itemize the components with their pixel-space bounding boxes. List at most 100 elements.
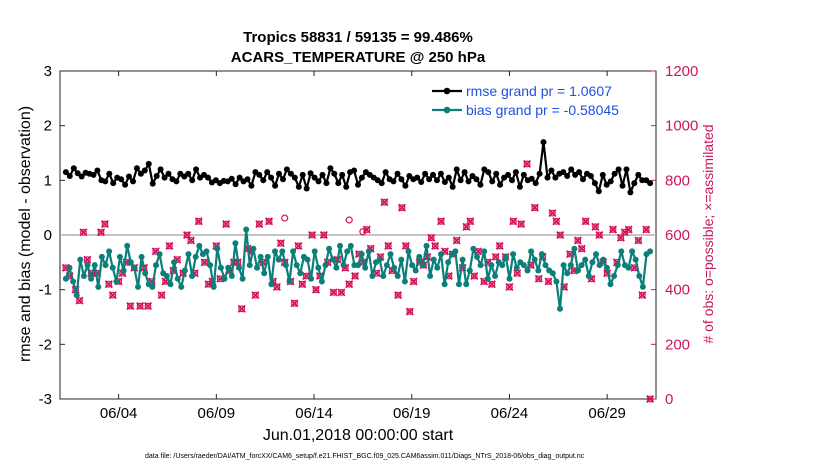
nobs-point xyxy=(397,203,407,212)
rmse-point xyxy=(102,178,109,185)
bias-point xyxy=(279,248,286,255)
bias-point xyxy=(84,262,91,269)
x-axis: 06/04 06/09 06/14 06/19 06/24 06/29 xyxy=(100,71,626,422)
nobs-point xyxy=(200,258,209,267)
y-tick-label: 1 xyxy=(44,172,52,189)
rmse-point xyxy=(161,174,168,181)
bias-point xyxy=(470,245,477,252)
rmse-point xyxy=(441,179,448,185)
nobs-circle xyxy=(291,299,298,307)
nobs-circle xyxy=(277,239,285,247)
bias-point xyxy=(340,262,347,269)
nobs-possible-point xyxy=(345,216,353,224)
bias-point xyxy=(156,251,163,258)
nobs-point xyxy=(552,217,561,226)
nobs-point xyxy=(522,159,532,168)
bias-point xyxy=(600,256,607,263)
nobs-point xyxy=(427,233,436,242)
bias-point xyxy=(221,275,228,282)
bias-point xyxy=(405,248,412,255)
rmse-point xyxy=(406,173,413,179)
bias-point xyxy=(203,248,210,255)
rmse-point xyxy=(323,180,330,187)
bias-point xyxy=(135,283,141,290)
nobs-point xyxy=(290,299,299,308)
bias-point xyxy=(376,256,383,263)
bias-point xyxy=(614,262,621,269)
rmse-point xyxy=(591,180,598,187)
rmse-point xyxy=(335,180,342,187)
bias-point xyxy=(434,264,441,271)
rmse-point xyxy=(587,173,594,179)
rmse-point xyxy=(493,170,500,177)
bias-point xyxy=(308,275,315,282)
rmse-point xyxy=(544,174,551,181)
rmse-point xyxy=(426,176,433,183)
x-tick-label: 06/29 xyxy=(588,405,626,422)
nobs-circle xyxy=(380,198,388,206)
bias-point xyxy=(257,253,264,260)
nobs-point xyxy=(157,291,166,300)
y-tick-label: 0 xyxy=(44,227,52,244)
bias-point xyxy=(510,251,517,258)
bias-point xyxy=(589,259,596,266)
bias-point xyxy=(383,262,390,269)
footnote: data file: /Users/raeder/DAI/ATM_forcXX/… xyxy=(145,453,585,460)
bias-point xyxy=(629,248,636,255)
nobs-circle xyxy=(402,242,410,250)
bias-point xyxy=(127,259,134,266)
rmse-point xyxy=(126,173,132,180)
nobs-circle xyxy=(363,226,371,233)
bias-point xyxy=(355,262,361,269)
nobs-circle xyxy=(222,220,230,228)
bias-point xyxy=(189,273,196,279)
nobs-circle xyxy=(646,395,654,403)
bias-point xyxy=(625,264,632,271)
nobs-point xyxy=(311,285,321,294)
legend-box xyxy=(429,79,649,123)
nobs-circle xyxy=(509,217,517,225)
rmse-point xyxy=(623,166,630,173)
bias-point xyxy=(520,262,527,269)
rmse-point xyxy=(145,160,152,167)
nobs-circle xyxy=(642,226,650,233)
nobs-circle xyxy=(101,220,109,228)
rmse-point xyxy=(398,176,405,183)
nobs-point xyxy=(126,302,135,311)
y-tick-label: -2 xyxy=(39,336,52,353)
legend-rmse-marker xyxy=(443,87,451,95)
y-right-tick-label: 600 xyxy=(665,227,690,244)
bias-point xyxy=(542,262,549,269)
nobs-circle xyxy=(410,278,418,285)
bias-point xyxy=(102,262,109,269)
bias-point xyxy=(120,267,127,274)
nobs-circle xyxy=(97,228,105,236)
nobs-circle xyxy=(488,280,496,288)
nobs-point xyxy=(616,233,625,242)
nobs-point xyxy=(638,291,647,300)
nobs-circle xyxy=(105,280,113,288)
nobs-circle xyxy=(398,204,406,212)
nobs-circle xyxy=(466,217,474,225)
rmse-point xyxy=(473,176,480,183)
rmse-point xyxy=(287,170,294,177)
nobs-circle xyxy=(470,272,478,280)
rmse-point xyxy=(560,169,567,176)
nobs-circle xyxy=(545,278,552,285)
bias-point xyxy=(394,273,401,279)
chart-title: Tropics 58831 / 59135 = 99.486% xyxy=(243,29,473,46)
nobs-point xyxy=(394,291,403,300)
bias-point xyxy=(232,240,239,247)
rmse-series xyxy=(62,139,654,196)
nobs-circle xyxy=(302,272,310,280)
rmse-point xyxy=(331,170,338,177)
nobs-point xyxy=(194,217,203,226)
bias-point xyxy=(502,253,509,260)
rmse-point xyxy=(552,174,559,181)
nobs-point xyxy=(581,217,590,226)
rmse-point xyxy=(272,182,279,189)
nobs-point xyxy=(642,225,651,234)
nobs-circle xyxy=(187,237,195,244)
nobs-point xyxy=(462,222,471,231)
